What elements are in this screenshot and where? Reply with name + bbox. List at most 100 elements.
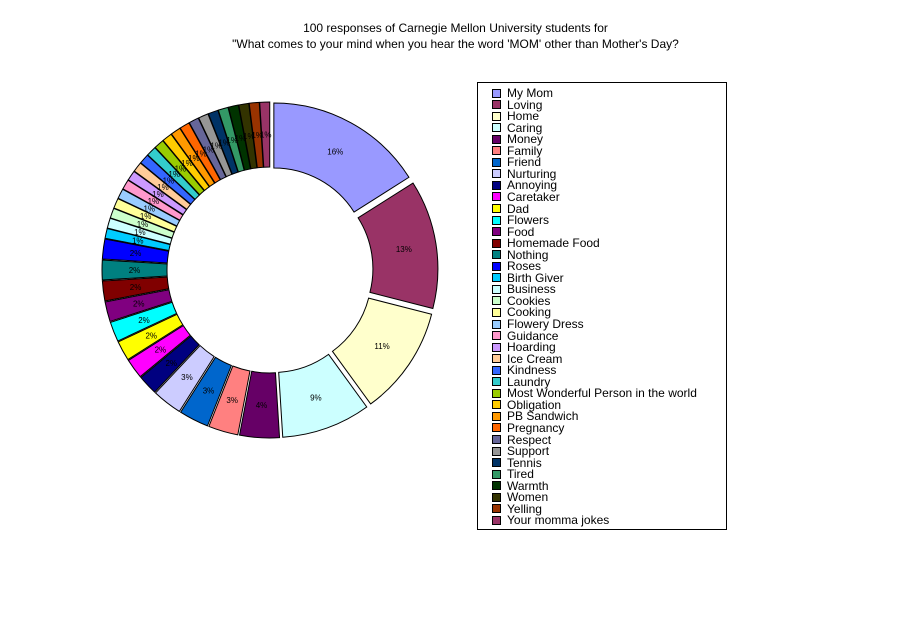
slice-label-respect: 1%	[203, 145, 215, 154]
legend-item-yelling: Yelling	[492, 503, 542, 515]
slice-roses	[101, 238, 170, 264]
slice-pregnancy	[179, 122, 221, 184]
legend-label: Birth Giver	[507, 270, 564, 285]
legend-swatch	[492, 319, 501, 329]
slice-label-tennis: 1%	[218, 139, 230, 148]
legend-swatch	[492, 123, 501, 133]
slice-label-obligation: 1%	[181, 159, 193, 168]
legend-label: Nothing	[507, 247, 549, 262]
legend-item-pregnancy: Pregnancy	[492, 422, 564, 434]
slice-flowers	[109, 301, 178, 342]
legend-item-flowers: Flowers	[492, 214, 549, 226]
legend-label: Home	[507, 109, 540, 124]
legend-swatch	[492, 354, 501, 364]
slice-label-friend: 3%	[203, 387, 215, 396]
chart-legend: My Mom Loving Home Caring Money Family Friend N…	[477, 82, 727, 530]
legend-item-homemade-food: Homemade Food	[492, 237, 600, 249]
legend-label: Warmth	[507, 478, 549, 493]
slice-label-pb-sandwich: 1%	[188, 154, 200, 163]
legend-item-respect: Respect	[492, 434, 551, 446]
legend-swatch	[492, 261, 501, 271]
slice-label-your-momma-jokes: 1%	[260, 131, 272, 140]
slice-friend	[179, 356, 233, 427]
legend-swatch	[492, 238, 501, 248]
legend-item-obligation: Obligation	[492, 399, 561, 411]
legend-item-home: Home	[492, 110, 539, 122]
legend-swatch	[492, 400, 501, 410]
legend-swatch	[492, 446, 501, 456]
slice-ice-cream	[133, 162, 192, 210]
legend-label: Most Wonderful Person in the world	[507, 386, 697, 401]
legend-swatch	[492, 458, 501, 468]
legend-item-tennis: Tennis	[492, 457, 542, 469]
legend-item-nothing: Nothing	[492, 249, 548, 261]
slice-label-homemade-food: 2%	[130, 283, 142, 292]
slice-food	[104, 289, 173, 323]
slice-label-loving: 13%	[396, 245, 412, 254]
legend-swatch	[492, 157, 501, 167]
legend-item-food: Food	[492, 226, 534, 238]
slice-home	[331, 297, 433, 405]
slice-label-money: 4%	[256, 401, 268, 410]
slice-dad	[117, 313, 184, 361]
slice-label-tired: 1%	[226, 136, 238, 145]
legend-swatch	[492, 504, 501, 514]
slice-label-food: 2%	[133, 300, 145, 309]
legend-label: Cookies	[507, 293, 551, 308]
slice-label-caretaker: 2%	[155, 346, 167, 355]
legend-label: Hoarding	[507, 340, 556, 355]
slice-label-flowers: 2%	[138, 316, 150, 325]
legend-label: Family	[507, 143, 543, 158]
legend-label: Flowers	[507, 213, 550, 228]
legend-item-caring: Caring	[492, 122, 542, 134]
legend-label: Support	[507, 444, 550, 459]
legend-item-my-mom: My Mom	[492, 87, 553, 99]
legend-item-roses: Roses	[492, 260, 541, 272]
legend-item-most-wonderful-person-in-the-world: Most Wonderful Person in the world	[492, 387, 697, 399]
slice-kindness	[140, 154, 196, 205]
legend-swatch	[492, 100, 501, 110]
slice-label-hoarding: 1%	[152, 190, 164, 199]
slice-your-momma-jokes	[259, 101, 271, 168]
slice-my-mom	[273, 102, 410, 213]
slice-caretaker	[127, 324, 192, 378]
legend-item-friend: Friend	[492, 156, 541, 168]
slice-label-dad: 2%	[145, 331, 157, 340]
slice-label-business: 1%	[134, 228, 146, 237]
legend-item-tired: Tired	[492, 468, 534, 480]
slice-label-cookies: 1%	[137, 220, 149, 229]
legend-label: Guidance	[507, 328, 559, 343]
legend-swatch	[492, 469, 501, 479]
slice-label-nurturing: 3%	[181, 373, 193, 382]
legend-label: Kindness	[507, 363, 557, 378]
slice-cookies	[109, 207, 175, 239]
slice-nothing	[101, 259, 168, 281]
legend-swatch	[492, 435, 501, 444]
legend-label: Caring	[507, 120, 543, 135]
legend-swatch	[492, 215, 501, 225]
legend-label: Flowery Dress	[507, 317, 584, 331]
legend-item-support: Support	[492, 445, 549, 457]
legend-swatch	[492, 227, 501, 237]
slice-yelling	[248, 101, 264, 169]
legend-swatch	[492, 284, 501, 294]
legend-swatch	[492, 365, 501, 375]
legend-label: Business	[507, 282, 556, 297]
legend-swatch	[492, 134, 501, 144]
slice-label-guidance: 1%	[148, 197, 160, 206]
legend-label: My Mom	[507, 86, 553, 100]
legend-item-pb-sandwich: PB Sandwich	[492, 410, 578, 422]
slice-label-yelling: 1%	[251, 131, 263, 140]
legend-item-birth-giver: Birth Giver	[492, 272, 564, 284]
slice-label-kindness: 1%	[163, 176, 175, 185]
legend-label: Pregnancy	[507, 420, 565, 435]
legend-swatch	[492, 88, 501, 98]
slice-label-family: 3%	[226, 396, 238, 405]
chart-title: 100 responses of Carnegie Mellon Univers…	[0, 20, 911, 52]
slice-business	[106, 217, 173, 245]
legend-swatch	[492, 192, 501, 202]
legend-swatch	[492, 146, 501, 156]
slice-label-caring: 9%	[310, 393, 322, 402]
legend-swatch	[492, 204, 501, 213]
